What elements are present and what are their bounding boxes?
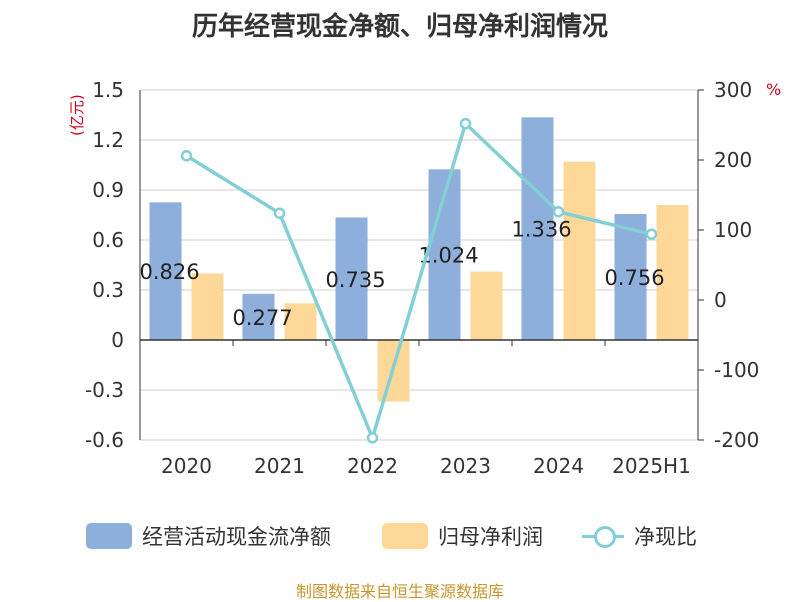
legend: 经营活动现金流净额 归母净利润 净现比 <box>0 516 800 556</box>
left-tick-label: -0.6 <box>85 428 124 452</box>
bar-operating-cash-flow <box>335 217 368 340</box>
left-tick-label: 1.5 <box>92 78 124 102</box>
x-tick-label: 2025H1 <box>612 454 691 478</box>
legend-swatch-cash-ratio <box>582 523 624 549</box>
bar-net-profit <box>284 303 317 340</box>
bar-data-label: 1.336 <box>511 218 571 242</box>
right-axis-unit: % <box>766 80 782 99</box>
point-cash-ratio <box>366 432 379 444</box>
point-cash-ratio <box>552 206 565 218</box>
right-tick-label: 200 <box>714 148 752 172</box>
left-tick-label: 0.3 <box>92 278 124 302</box>
line-cash-ratio <box>185 121 652 440</box>
left-tick-label: -0.3 <box>85 378 124 402</box>
bar-net-profit <box>563 161 596 340</box>
left-tick-label: 0.6 <box>92 228 124 252</box>
bar-operating-cash-flow <box>242 293 275 340</box>
x-tick-label: 2020 <box>161 454 212 478</box>
data-source-note: 制图数据来自恒生聚源数据库 <box>295 582 504 601</box>
point-cash-ratio <box>459 117 472 130</box>
legend-item-operating-cash-flow[interactable]: 经营活动现金流净额 <box>86 516 331 556</box>
legend-item-net-profit[interactable]: 归母净利润 <box>382 516 543 556</box>
bar-data-label: 0.277 <box>232 306 292 330</box>
x-tick-label: 2022 <box>347 454 398 478</box>
legend-swatch-operating-cash-flow <box>86 523 132 549</box>
point-cash-ratio <box>180 150 193 162</box>
x-tick-label: 2024 <box>533 454 584 478</box>
left-tick-label: 0 <box>111 328 124 352</box>
bar-data-label: 0.756 <box>604 266 664 290</box>
bar-data-label: 0.735 <box>325 268 385 292</box>
right-tick-label: -100 <box>714 358 759 382</box>
x-tick-label: 2023 <box>440 454 491 478</box>
left-tick-label: 1.2 <box>92 128 124 152</box>
bar-net-profit <box>656 205 689 340</box>
bar-net-profit <box>191 273 224 340</box>
bar-operating-cash-flow <box>614 214 647 340</box>
legend-swatch-net-profit <box>382 523 428 549</box>
point-cash-ratio <box>273 207 286 219</box>
bar-operating-cash-flow <box>521 117 554 340</box>
x-tick-label: 2021 <box>254 454 305 478</box>
left-tick-label: 0.9 <box>92 178 124 202</box>
legend-item-cash-ratio[interactable]: 净现比 <box>582 516 697 556</box>
right-tick-label: 100 <box>714 218 752 242</box>
point-cash-ratio <box>645 228 658 240</box>
bar-data-label: 0.826 <box>139 260 199 284</box>
chart-title: 历年经营现金净额、归母净利润情况 <box>191 12 608 42</box>
legend-label-operating-cash-flow: 经营活动现金流净额 <box>142 525 331 549</box>
right-tick-label: -200 <box>714 428 759 452</box>
right-tick-label: 300 <box>714 78 752 102</box>
bar-net-profit <box>470 271 503 340</box>
legend-label-cash-ratio: 净现比 <box>634 525 697 549</box>
bar-operating-cash-flow <box>149 202 182 340</box>
legend-label-net-profit: 归母净利润 <box>438 525 543 549</box>
right-tick-label: 0 <box>714 288 727 312</box>
